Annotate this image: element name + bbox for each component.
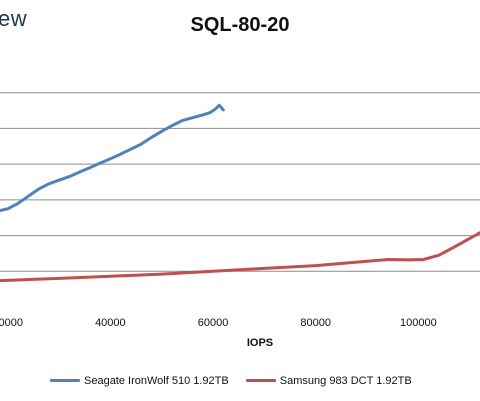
legend: Seagate IronWolf 510 1.92TB Samsung 983 … [50, 373, 426, 387]
x-tick-label-4: 100000 [400, 317, 437, 329]
x-tick-label-2: 60000 [198, 317, 229, 329]
legend-item-seagate: Seagate IronWolf 510 1.92TB [50, 375, 229, 387]
chart-title: SQL-80-20 [190, 14, 290, 36]
x-axis-label: IOPS [246, 337, 274, 349]
series-line-0 [0, 103, 225, 213]
series-line-1 [0, 231, 480, 283]
series-layer [0, 103, 480, 283]
brand-logo-text: ew [0, 6, 28, 31]
legend-swatch-seagate [50, 379, 80, 382]
legend-label-seagate: Seagate IronWolf 510 1.92TB [84, 374, 229, 387]
legend-label-samsung: Samsung 983 DCT 1.92TB [279, 374, 412, 387]
legend-item-samsung: Samsung 983 DCT 1.92TB [245, 374, 412, 387]
x-tick-label-3: 80000 [300, 317, 331, 329]
grid-layer [0, 92, 480, 272]
legend-swatch-samsung [245, 379, 276, 382]
x-tick-label-1: 40000 [95, 317, 126, 329]
